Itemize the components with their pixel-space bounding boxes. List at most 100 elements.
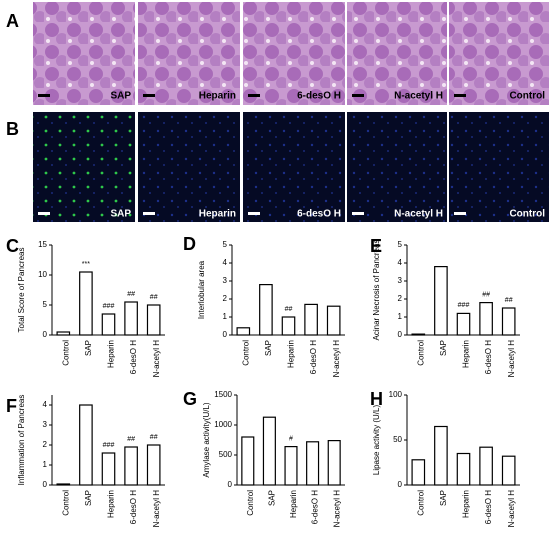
y-tick-label: 1 [398,312,403,321]
bar [306,441,320,486]
y-tick-label: 5 [43,300,48,309]
bar [79,404,93,486]
x-tick-label: Heparin [287,340,296,368]
significance-label: ## [150,294,158,301]
fluorescence-image [347,112,447,222]
significance-label: ## [505,297,513,304]
bar [479,302,493,336]
y-axis-label: Total Score of Pancreas [17,248,26,333]
y-tick-label: 0 [398,480,403,489]
y-tick-label: 4 [43,400,48,409]
significance-label: ## [482,291,490,298]
bar [411,333,426,336]
panel-letter: H [370,389,383,409]
y-tick-label: 0 [43,330,48,339]
y-axis-label: Acinar Necrosis of Pancreas [372,240,381,341]
bar [434,266,448,336]
bar [101,313,116,336]
x-tick-label: SAP [264,340,273,356]
x-tick-label: 6-desO H [129,490,138,524]
x-tick-label: N-acetyl H [332,490,341,528]
x-tick-label: N-acetyl H [507,340,516,378]
bar [281,316,296,336]
scale-bar [143,94,155,97]
y-tick-label: 2 [43,440,48,449]
fluorescence-row [33,112,549,222]
y-tick-label: 2 [223,294,228,303]
image-caption: N-acetyl H [394,91,443,102]
bar [236,327,251,336]
y-tick-label: 1000 [214,420,232,429]
scale-bar [143,212,155,215]
x-tick-label: Control [241,340,250,366]
x-tick-label: 6-desO H [309,340,318,374]
fluorescence-image [243,112,345,222]
scale-bar [454,94,466,97]
x-tick-label: Control [246,490,255,516]
fluorescence-image [33,112,135,222]
significance-label: *** [82,261,90,268]
scale-bar [248,94,260,97]
bar [304,303,318,336]
y-tick-label: 0 [43,480,48,489]
x-tick-label: 6-desO H [484,340,493,374]
bar [456,452,471,486]
bar [124,446,138,486]
bar [479,446,493,486]
x-tick-label: 6-desO H [311,490,320,524]
y-tick-label: 3 [398,276,403,285]
scale-bar [38,94,50,97]
y-tick-label: 4 [223,258,228,267]
y-axis-label: Amylase activity(U/L) [202,402,211,477]
x-tick-label: Control [61,490,70,516]
y-tick-label: 0 [223,330,228,339]
panel-letter: C [6,236,19,256]
bar [146,304,161,336]
y-tick-label: 50 [393,435,402,444]
significance-label: ### [103,442,115,449]
x-tick-label: N-acetyl H [507,490,516,528]
bar [56,483,71,486]
panel-letter: G [183,389,197,409]
bar [79,271,93,336]
bar [262,416,276,486]
fluorescence-image [138,112,240,222]
y-tick-label: 10 [38,270,47,279]
x-tick-label: Heparin [107,490,116,518]
bar [326,305,341,336]
x-tick-label: SAP [439,340,448,356]
bar [501,455,516,486]
bar [501,307,516,336]
x-tick-label: Heparin [462,490,471,518]
y-axis-label: Inflammation of Pancreas [17,395,26,486]
significance-label: ### [458,302,470,309]
y-tick-label: 3 [223,276,228,285]
y-tick-label: 0 [228,480,233,489]
scale-bar [454,212,466,215]
scale-bar [248,212,260,215]
x-tick-label: 6-desO H [129,340,138,374]
panel-letter: A [6,11,19,31]
y-tick-label: 4 [398,258,403,267]
histology-row [33,2,549,105]
significance-label: ## [150,434,158,441]
image-caption: 6-desO H [297,209,341,220]
he-image [347,2,447,105]
x-tick-label: Control [61,340,70,366]
y-tick-label: 5 [398,240,403,249]
bar [101,452,116,486]
bar [259,284,273,336]
bar [327,440,341,486]
bar [241,436,255,486]
x-tick-label: SAP [268,490,277,506]
image-caption: Control [509,91,545,102]
y-tick-label: 500 [219,450,233,459]
y-tick-label: 1 [223,312,228,321]
x-tick-label: Heparin [107,340,116,368]
x-tick-label: Heparin [289,490,298,518]
y-tick-label: 3 [43,420,48,429]
he-image [449,2,549,105]
y-tick-label: 100 [389,390,403,399]
bar [146,444,161,486]
he-image [243,2,345,105]
